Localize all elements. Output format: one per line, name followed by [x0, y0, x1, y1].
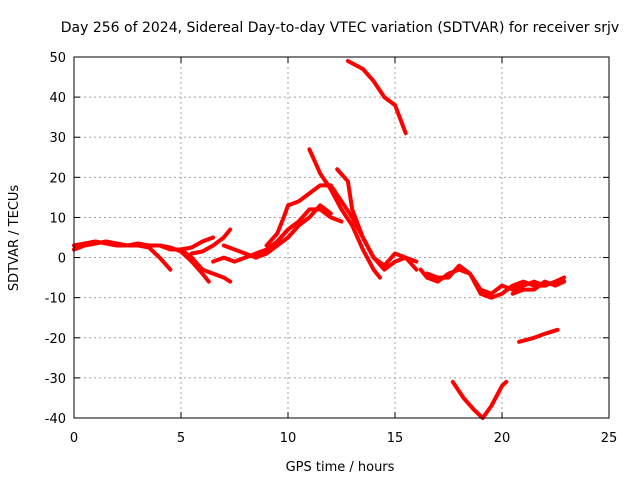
y-tick-label: 40	[49, 91, 66, 106]
series-arc-16	[517, 327, 560, 344]
ticks: 0 5 10 15 20 25 -40 -30 -20 -10 0 10 20 30 40 50	[45, 51, 618, 446]
y-tick-label: -30	[45, 372, 66, 387]
y-tick-label: 20	[49, 171, 66, 186]
x-axis-label: GPS time / hours	[286, 460, 395, 475]
x-tick-label: 15	[387, 431, 404, 446]
series-arc-2	[72, 239, 173, 272]
y-axis-label: SDTVAR / TECUs	[7, 185, 22, 292]
x-tick-label: 20	[494, 431, 511, 446]
series-arc-13	[425, 263, 567, 300]
y-tick-label: 50	[49, 51, 66, 66]
y-tick-label: 30	[49, 131, 66, 146]
x-tick-label: 10	[280, 431, 297, 446]
x-tick-label: 25	[601, 431, 618, 446]
series-arc-4	[179, 247, 233, 284]
chart-title: Day 256 of 2024, Sidereal Day-to-day VTE…	[61, 20, 619, 36]
series-arc-14	[510, 279, 567, 296]
series-arc-6	[211, 207, 344, 264]
y-tick-label: -20	[45, 332, 66, 347]
y-tick-label: 0	[58, 252, 66, 267]
x-tick-label: 0	[70, 431, 78, 446]
series-arc-9	[307, 147, 382, 280]
series-arc-8	[264, 183, 419, 272]
y-tick-label: -40	[45, 412, 66, 427]
series-arc-3	[136, 243, 211, 284]
series-arc-7	[221, 203, 333, 260]
x-tick-label: 5	[177, 431, 185, 446]
series-arc-11	[345, 59, 408, 136]
series-arc-15	[450, 379, 509, 420]
series-arc-5	[189, 227, 233, 256]
series-arc-10	[335, 167, 419, 272]
y-tick-label: -10	[45, 292, 66, 307]
grid	[74, 57, 609, 418]
series-group	[72, 59, 567, 420]
y-tick-label: 10	[49, 211, 66, 226]
plot-frame	[73, 56, 610, 419]
